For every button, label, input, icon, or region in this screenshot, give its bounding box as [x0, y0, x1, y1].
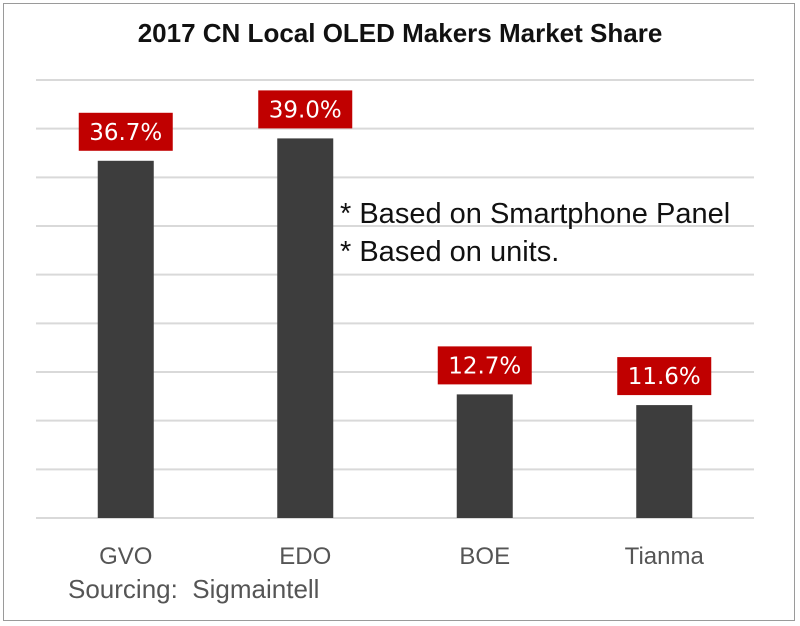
chart-frame	[3, 3, 795, 621]
data-label-box-tianma	[617, 357, 712, 396]
x-tick-label-tianma: Tianma	[625, 543, 705, 570]
x-tick-label-boe: BOE	[459, 543, 510, 570]
annotation-smartphone-panel: * Based on Smartphone Panel	[340, 198, 731, 230]
x-tick-label-edo: EDO	[279, 543, 331, 570]
chart-title: 2017 CN Local OLED Makers Market Share	[137, 18, 663, 48]
bar-gvo	[97, 160, 154, 518]
data-label-box-gvo	[78, 112, 173, 151]
bar-boe	[456, 394, 513, 518]
data-label-boe: 12.7%	[448, 353, 521, 379]
data-label-gvo: 36.7%	[89, 120, 162, 146]
bar-edo	[277, 138, 334, 518]
bar-tianma	[636, 405, 693, 518]
data-label-box-boe	[437, 346, 532, 385]
annotation-units: * Based on units.	[340, 236, 560, 268]
data-label-box-edo	[258, 90, 353, 129]
source-note: Sourcing: Sigmaintell	[68, 574, 320, 604]
data-label-edo: 39.0%	[269, 97, 342, 123]
x-tick-label-gvo: GVO	[99, 543, 152, 570]
data-label-tianma: 11.6%	[628, 364, 701, 390]
